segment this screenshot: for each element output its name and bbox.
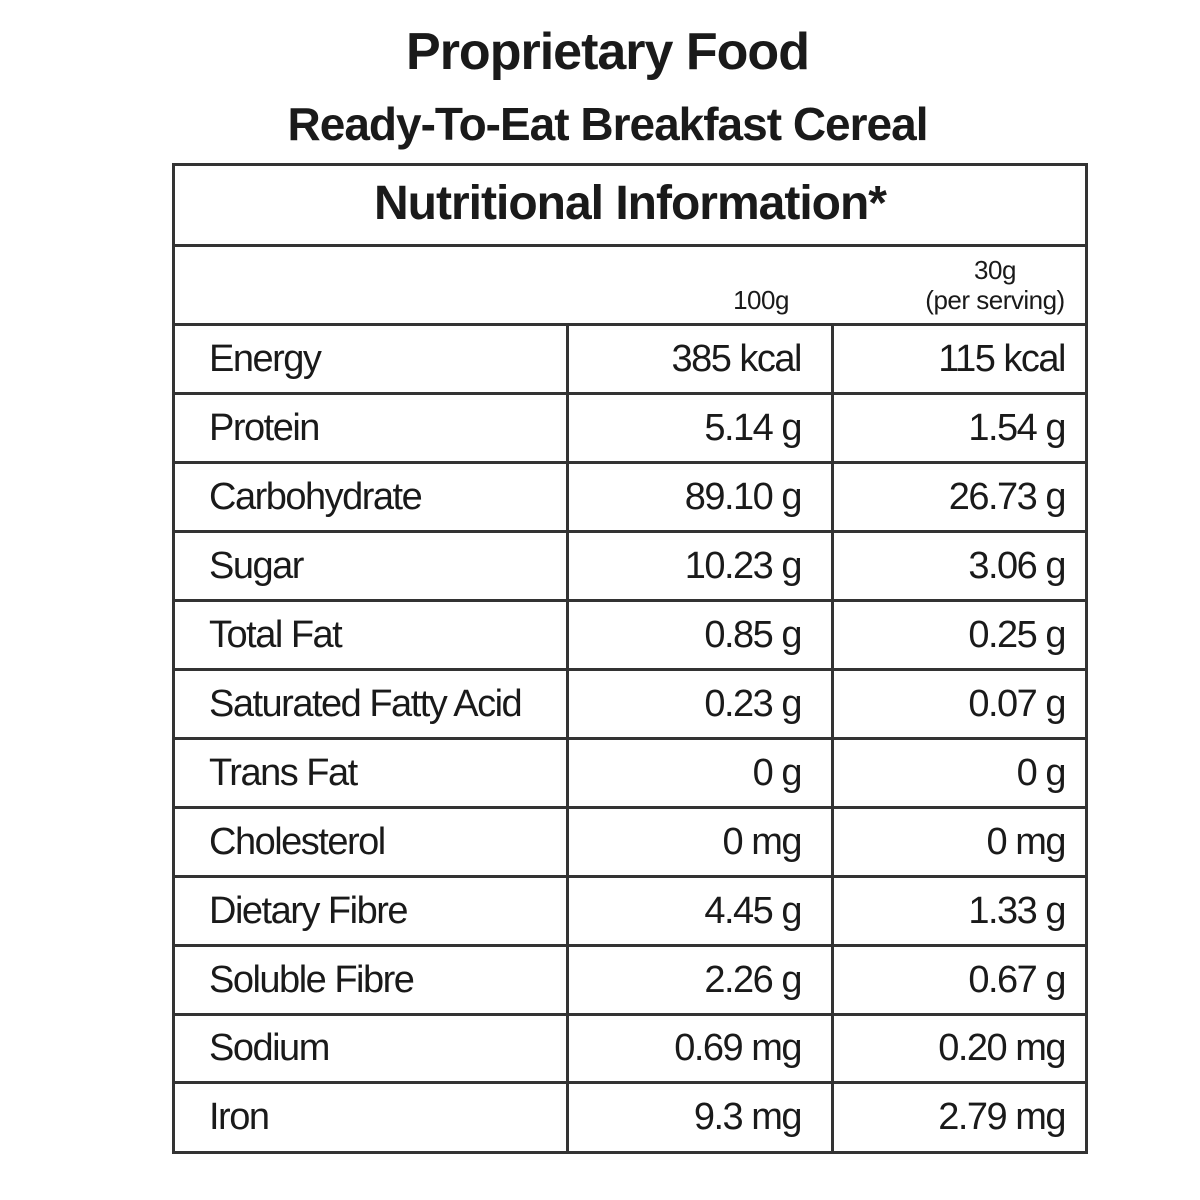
value-serving: 115 kcal <box>938 338 1066 381</box>
value-serving: 0.25 g <box>968 614 1066 657</box>
table-title: Nutritional Information* <box>374 177 887 230</box>
value-serving: 26.73 g <box>948 476 1067 519</box>
value-100g: 0.85 g <box>704 614 802 657</box>
nutrient-name: Total Fat <box>209 614 343 657</box>
row-divider <box>175 461 1085 465</box>
column-header: (per serving) <box>925 285 1065 315</box>
nutrient-name: Cholesterol <box>209 820 386 863</box>
row-divider <box>175 530 1085 534</box>
value-100g: 10.23 g <box>684 545 803 588</box>
row-divider <box>175 392 1085 396</box>
value-serving: 0 g <box>1016 751 1067 794</box>
title: Proprietary Food <box>406 23 810 81</box>
row-divider <box>175 1081 1085 1085</box>
nutrient-name: Trans Fat <box>209 751 358 794</box>
nutrient-name: Sugar <box>209 545 304 588</box>
nutrient-name: Sodium <box>209 1027 330 1070</box>
value-100g: 0.69 mg <box>674 1027 802 1070</box>
nutrition-table: Nutritional Information* 100g 30g (per ser… <box>172 163 1088 1154</box>
row-divider <box>175 323 1085 326</box>
value-100g: 0.23 g <box>704 682 802 725</box>
value-100g: 4.45 g <box>704 889 802 932</box>
value-serving: 0.20 mg <box>938 1027 1066 1070</box>
value-100g: 0 mg <box>722 820 803 863</box>
row-divider <box>175 599 1085 603</box>
nutrient-name: Soluble Fibre <box>209 958 415 1001</box>
nutrient-name: Carbohydrate <box>209 476 423 519</box>
value-100g: 0 g <box>752 751 803 794</box>
row-divider <box>175 668 1085 671</box>
value-100g: 385 kcal <box>671 338 802 381</box>
nutrient-name: Iron <box>209 1096 270 1139</box>
row-divider <box>175 1012 1085 1016</box>
value-serving: 1.33 g <box>968 889 1066 932</box>
row-divider <box>175 736 1085 740</box>
row-divider <box>175 874 1085 878</box>
value-100g: 89.10 g <box>684 476 803 519</box>
value-serving: 2.79 mg <box>938 1096 1066 1139</box>
value-100g: 5.14 g <box>704 407 802 450</box>
nutrient-name: Dietary Fibre <box>209 889 409 932</box>
nutrient-name: Protein <box>209 407 320 450</box>
value-serving: 3.06 g <box>968 545 1066 588</box>
subtitle: Ready-To-Eat Breakfast Cereal <box>287 98 929 150</box>
value-serving: 1.54 g <box>968 407 1066 450</box>
row-divider <box>175 943 1085 947</box>
column-header: 100g <box>733 285 789 315</box>
nutrient-name: Energy <box>209 338 322 381</box>
nutrient-name: Saturated Fatty Acid <box>209 682 523 725</box>
column-header: 30g <box>974 255 1016 285</box>
value-serving: 0 mg <box>986 820 1067 863</box>
value-100g: 2.26 g <box>704 958 802 1001</box>
row-divider <box>175 805 1085 809</box>
value-serving: 0.67 g <box>968 958 1066 1001</box>
value-serving: 0.07 g <box>968 682 1066 725</box>
row-divider <box>175 244 1085 247</box>
value-100g: 9.3 mg <box>693 1096 803 1139</box>
